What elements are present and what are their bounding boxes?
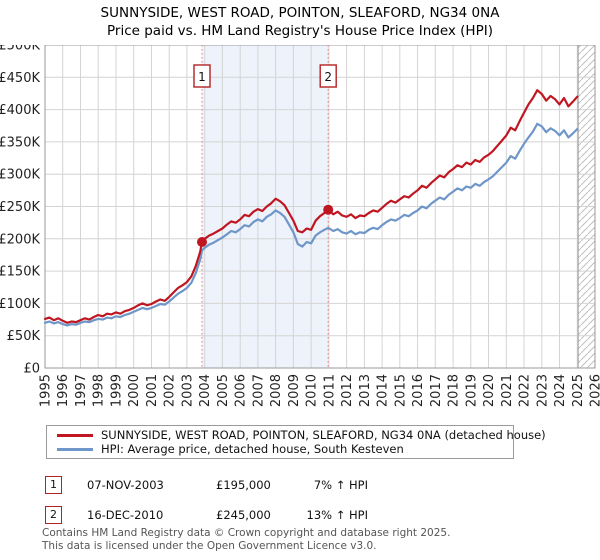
x-tick-label: 2021 <box>500 374 515 407</box>
sale-flag-label-2: 2 <box>324 70 332 84</box>
page-title: SUNNYSIDE, WEST ROAD, POINTON, SLEAFORD,… <box>100 5 500 21</box>
legend-row-price: SUNNYSIDE, WEST ROAD, POINTON, SLEAFORD,… <box>47 428 546 442</box>
price-chart-plot: 1 2 £0 £50K £100K £150K £200K £250K £300K £350K £4… <box>0 39 600 425</box>
y-tick-label: £50K <box>7 329 41 344</box>
chart-legend: SUNNYSIDE, WEST ROAD, POINTON, SLEAFORD,… <box>46 425 546 459</box>
x-tick-label: 2001 <box>145 374 160 407</box>
sale-1-price: £195,000 <box>216 478 271 492</box>
x-tick-label: 1998 <box>92 374 107 407</box>
x-tick-label: 2015 <box>393 374 408 407</box>
y-tick-label: £450K <box>0 71 40 86</box>
sale-flag-1 <box>193 64 211 88</box>
x-tick-label: 2012 <box>340 374 355 407</box>
x-tick-label: 2000 <box>127 374 142 407</box>
x-tick-label: 2010 <box>305 374 320 407</box>
x-tick-label: 1997 <box>74 374 89 407</box>
sale-flag-label-1: 1 <box>198 70 206 84</box>
y-tick-label: £250K <box>0 200 40 215</box>
price-line-swatch <box>57 433 93 437</box>
y-tick-label: £500K <box>0 45 40 54</box>
hpi-line <box>43 122 579 327</box>
x-tick-label: 2023 <box>535 374 550 407</box>
x-tick-label: 2011 <box>322 374 337 407</box>
hpi-line-swatch <box>57 447 93 451</box>
x-tick-label: 1999 <box>110 374 125 407</box>
sale-1-hpi-delta: 7% ↑ HPI <box>313 478 368 492</box>
x-tick-label: 2014 <box>376 374 391 407</box>
y-tick-label: £100K <box>0 297 40 312</box>
license-line-1: Contains HM Land Registry data © Crown c… <box>42 527 451 539</box>
page-subtitle: Price paid vs. HM Land Registry's House … <box>107 23 493 39</box>
x-tick-label: 2003 <box>180 374 195 407</box>
x-tick-label: 2019 <box>464 374 479 407</box>
x-tick-label: 2009 <box>287 374 302 407</box>
x-tick-label: 2007 <box>251 374 266 407</box>
x-tick-label: 1996 <box>56 374 71 407</box>
x-tick-label: 2017 <box>429 374 444 407</box>
sale-point-2 <box>323 204 334 215</box>
license-line-2: This data is licensed under the Open Gov… <box>42 539 377 552</box>
x-tick-label: 2013 <box>358 374 373 407</box>
y-tick-label: £0 <box>23 362 40 377</box>
hpi-line-label: HPI: Average price, detached house, Sout… <box>101 442 404 456</box>
x-tick-label: 2020 <box>482 374 497 407</box>
x-tick-label: 2006 <box>234 374 249 407</box>
x-tick-label: 2008 <box>269 374 284 407</box>
legend-row-hpi: HPI: Average price, detached house, Sout… <box>47 442 513 456</box>
sale-2-date: 16-DEC-2010 <box>87 508 164 522</box>
sale-annotation-1: 1 07-NOV-2003 £195,000 7% ↑ HPI <box>0 476 600 498</box>
x-tick-label: 1995 <box>39 374 54 407</box>
x-tick-label: 2025 <box>571 374 586 407</box>
price-line-label: SUNNYSIDE, WEST ROAD, POINTON, SLEAFORD,… <box>101 428 546 442</box>
sale-annotation-2: 2 16-DEC-2010 £245,000 13% ↑ HPI <box>0 506 600 528</box>
y-tick-label: £350K <box>0 135 40 150</box>
y-tick-label: £150K <box>0 265 40 280</box>
sale-2-price: £245,000 <box>216 508 271 522</box>
plot-border <box>44 44 596 369</box>
x-tick-label: 2018 <box>447 374 462 407</box>
sale-flag-2 <box>319 64 337 88</box>
x-tick-label: 2024 <box>553 374 568 407</box>
sale-2-number-badge: 2 <box>45 506 62 524</box>
sale-1-date: 07-NOV-2003 <box>87 478 164 492</box>
x-tick-label: 2026 <box>589 374 600 407</box>
sale-1-number-badge: 1 <box>45 476 62 494</box>
x-tick-label: 2022 <box>518 374 533 407</box>
license-note: Contains HM Land Registry data © Crown c… <box>42 527 450 552</box>
y-tick-label: £400K <box>0 103 40 118</box>
price-paid-line <box>43 89 579 324</box>
x-tick-label: 2005 <box>216 374 231 407</box>
y-tick-label: £300K <box>0 168 40 183</box>
x-tick-label: 2016 <box>411 374 426 407</box>
plot-svg: 1 2 £0 £50K £100K £150K £200K £250K £300K £350K £4… <box>0 39 600 408</box>
y-tick-label: £200K <box>0 232 40 247</box>
sale-2-hpi-delta: 13% ↑ HPI <box>306 508 368 522</box>
sale-point-1 <box>197 237 207 247</box>
x-tick-label: 2004 <box>198 374 213 407</box>
x-tick-label: 2002 <box>163 374 178 407</box>
